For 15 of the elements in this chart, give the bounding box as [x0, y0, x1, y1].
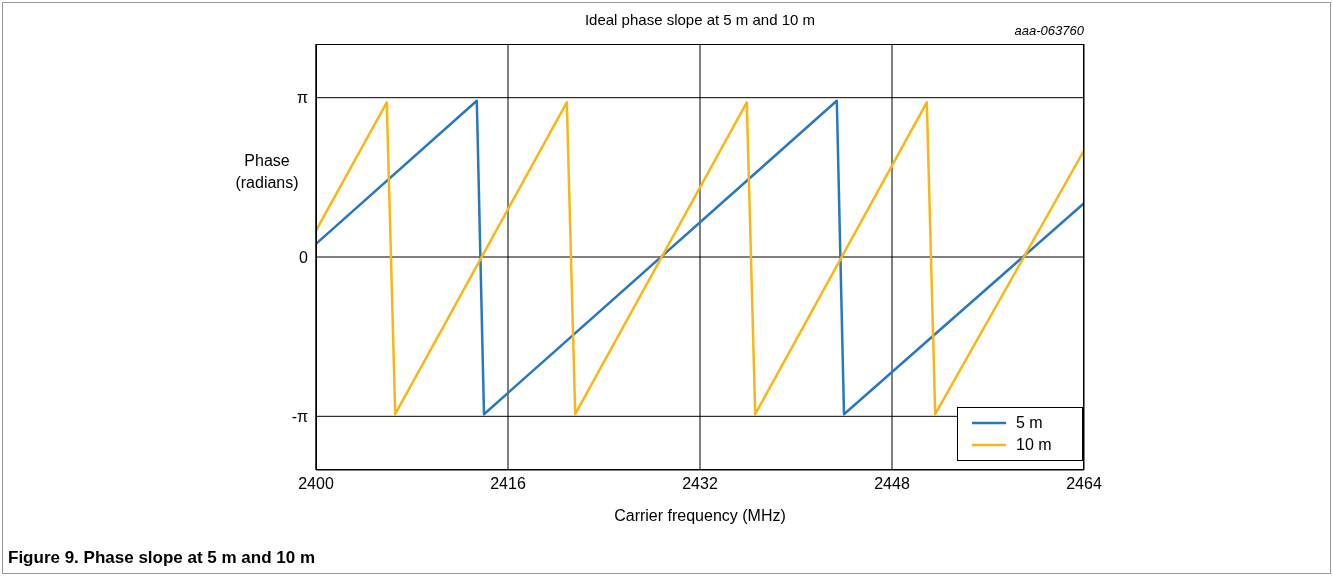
x-tick-label: 2400	[298, 475, 334, 493]
legend-label: 10 m	[1016, 436, 1052, 454]
y-tick-label: 0	[299, 248, 309, 266]
y-axis-title: Phase (radians)	[234, 151, 300, 193]
x-tick-label: 2464	[1066, 475, 1102, 493]
x-tick-label: 2432	[682, 475, 718, 493]
chart-title: Ideal phase slope at 5 m and 10 m	[584, 11, 816, 28]
y-tick-label: π	[296, 89, 308, 107]
x-tick-label: 2416	[490, 475, 526, 493]
legend-label: 5 m	[1016, 414, 1043, 432]
x-axis-title: Carrier frequency (MHz)	[613, 507, 787, 525]
caption: Figure 9. Phase slope at 5 m and 10 m	[8, 548, 316, 568]
text: aaa-063760	[1014, 23, 1084, 38]
x-tick-label: 2448	[874, 475, 910, 493]
y-tick-label: -π	[291, 408, 308, 425]
